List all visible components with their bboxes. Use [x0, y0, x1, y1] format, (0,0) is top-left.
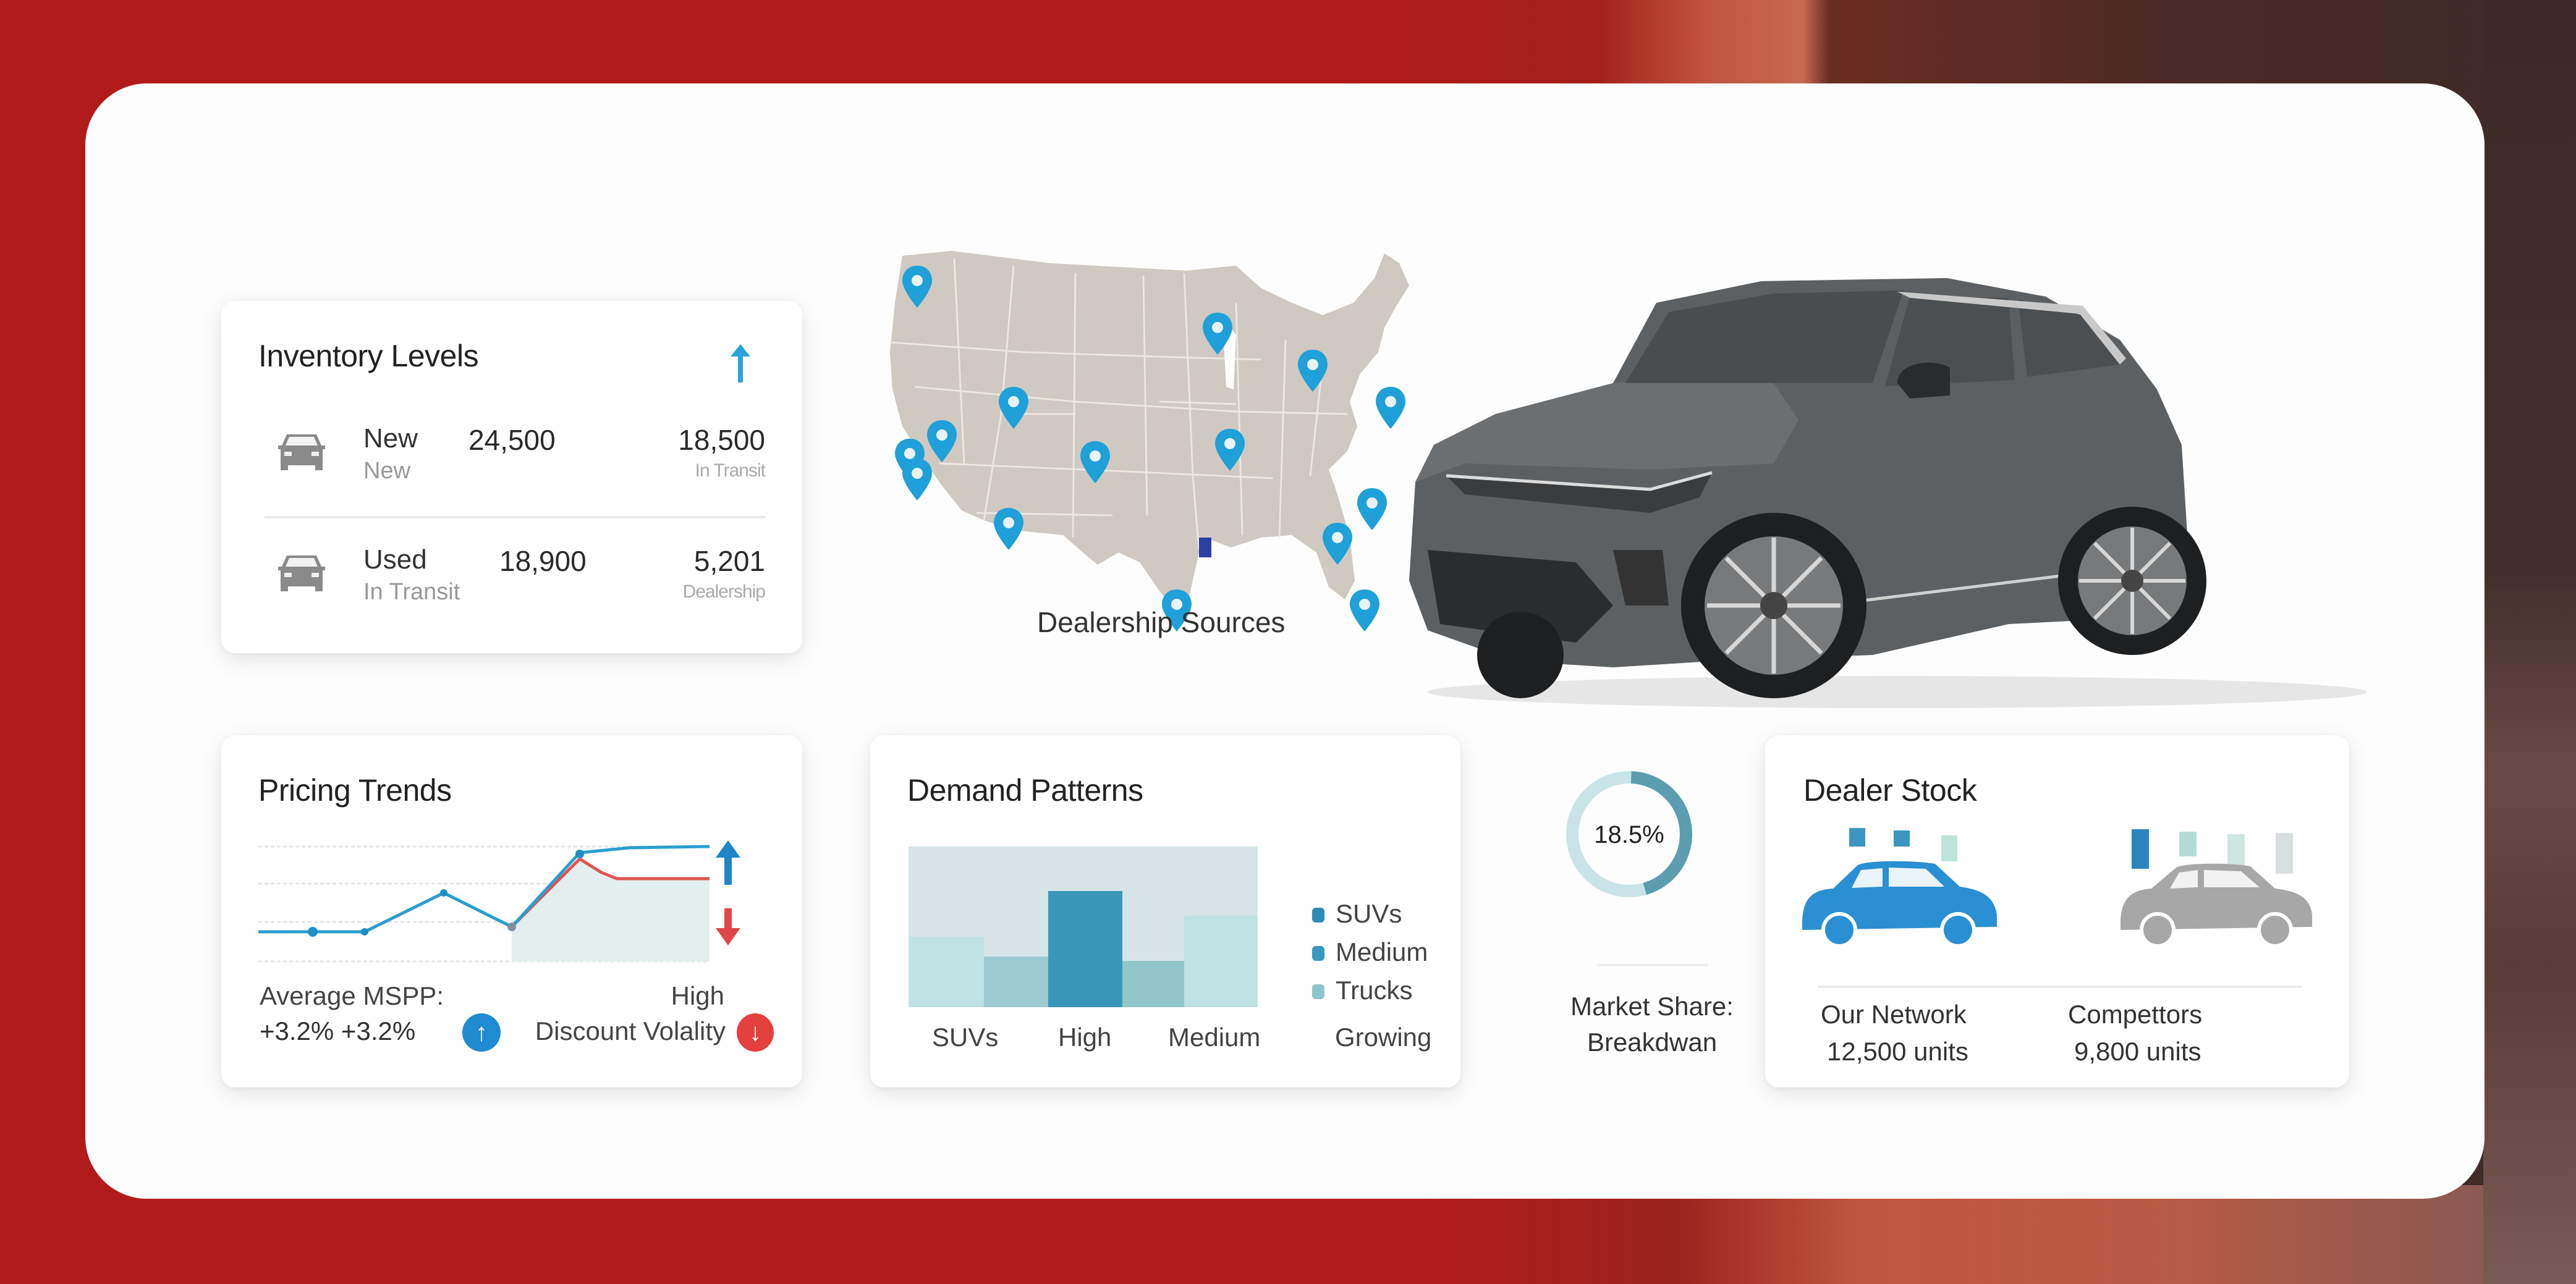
divider	[265, 516, 765, 518]
legend-dot-icon	[1312, 946, 1324, 961]
inventory-label: New	[363, 423, 418, 454]
legend-item: SUVs	[1312, 899, 1428, 937]
market-share-value: 18.5%	[1594, 821, 1664, 848]
legend-item: Medium	[1312, 937, 1428, 976]
competitors-units: 9,800 units	[2074, 1037, 2201, 1066]
bar-high	[1048, 891, 1122, 1007]
market-share-donut[interactable]: 18.5%	[1561, 766, 1697, 902]
map-caption: Dealership Sources	[1037, 606, 1286, 638]
dashboard-panel: Inventory Levels New New 24,500 18,500 I…	[85, 83, 2485, 1199]
car-side-blue-icon	[1802, 861, 1997, 948]
suv-car-icon	[1409, 278, 2367, 708]
trend-arrows-icon	[716, 840, 740, 945]
our-network-stat: Our Network 12,500 units	[1821, 996, 1968, 1070]
inventory-sublabel: New	[363, 458, 411, 484]
demand-title: Demand Patterns	[907, 773, 1143, 808]
x-label: High	[1058, 1023, 1112, 1052]
legend-label: Trucks	[1336, 976, 1413, 1005]
market-share-label: Market Share: Breakdwan	[1538, 989, 1766, 1060]
our-network-units: 12,500 units	[1827, 1037, 1968, 1066]
competitors-stat: Compettors 9,800 units	[2068, 996, 2202, 1070]
inventory-value: 24,500	[468, 424, 556, 456]
inventory-row-used[interactable]: Used In Transit 18,900 5,201 Dealership	[258, 541, 766, 621]
background-bottom	[0, 1185, 2576, 1284]
bar-medium	[1184, 916, 1258, 1007]
demand-x-axis: SUVs High Medium	[909, 1023, 1292, 1060]
bar-suvs	[909, 937, 984, 1007]
dealer-stock-title: Dealer Stock	[1803, 773, 1977, 808]
us-map-icon	[889, 251, 1409, 631]
car-side-gray-icon	[2121, 863, 2312, 948]
divider	[1818, 986, 2303, 988]
arrow-down-circle-icon: ↓	[737, 1013, 774, 1052]
legend-dot-icon	[1312, 984, 1324, 999]
inventory-label: Used	[363, 544, 427, 575]
inventory-value-secondary: 18,500	[678, 424, 765, 456]
legend-item: Trucks	[1312, 976, 1428, 1014]
hub-marker	[1199, 538, 1211, 557]
average-msrp-values: +3.2% +3.2%	[260, 1016, 416, 1045]
demand-legend: SUVs Medium Trucks	[1312, 899, 1428, 1014]
dealer-stock-chart	[1802, 828, 2312, 948]
legend-label: SUVs	[1336, 899, 1402, 928]
map-pins	[895, 266, 1405, 631]
legend-label: Medium	[1336, 937, 1428, 966]
inventory-levels-card[interactable]: Inventory Levels New New 24,500 18,500 I…	[221, 301, 802, 653]
pricing-line-chart	[258, 845, 710, 963]
arrow-up-circle-icon: ↑	[462, 1013, 501, 1052]
volatility-level: High	[671, 981, 724, 1010]
x-label: SUVs	[932, 1023, 999, 1052]
inventory-title: Inventory Levels	[258, 339, 479, 373]
divider	[1597, 964, 1708, 966]
our-network-label: Our Network	[1821, 1000, 1967, 1029]
car-front-icon	[278, 434, 325, 470]
pricing-trends-card[interactable]: Pricing Trends Average MSPP: +3.2% +3.2%…	[221, 735, 802, 1088]
background-right	[2483, 0, 2576, 1284]
average-msrp-label: Average MSPP:	[260, 981, 444, 1010]
inventory-sublabel: In Transit	[363, 579, 460, 605]
bar-sedans	[1122, 961, 1184, 1007]
competitors-label: Compettors	[2068, 1000, 2203, 1029]
dealership-map[interactable]	[865, 229, 1434, 655]
demand-bar-chart	[909, 847, 1258, 1007]
inventory-value: 18,900	[499, 545, 587, 577]
dealer-stock-card[interactable]: Dealer Stock Our Network	[1765, 735, 2349, 1088]
inventory-sublabel-secondary: In Transit	[695, 460, 766, 481]
legend-dot-icon	[1312, 908, 1324, 923]
arrow-up-icon	[731, 344, 750, 382]
inventory-value-secondary: 5,201	[693, 545, 765, 577]
inventory-sublabel-secondary: Dealership	[682, 581, 766, 602]
car-front-icon	[278, 555, 325, 591]
market-share-label-line2: Breakdwan	[1587, 1028, 1718, 1057]
hero-suv-image	[1391, 260, 2379, 717]
pricing-title: Pricing Trends	[258, 773, 452, 808]
inventory-row-new[interactable]: New New 24,500 18,500 In Transit	[258, 420, 766, 500]
market-share-label-line1: Market Share:	[1570, 992, 1734, 1021]
demand-patterns-card[interactable]: Demand Patterns SUVs High Medium SUVs Me…	[870, 735, 1460, 1088]
demand-trend-label: Growing	[1335, 1023, 1432, 1052]
discount-volatility-label: Discount Volality	[535, 1016, 726, 1045]
x-label: Medium	[1168, 1023, 1261, 1052]
bar-compact	[984, 957, 1048, 1007]
